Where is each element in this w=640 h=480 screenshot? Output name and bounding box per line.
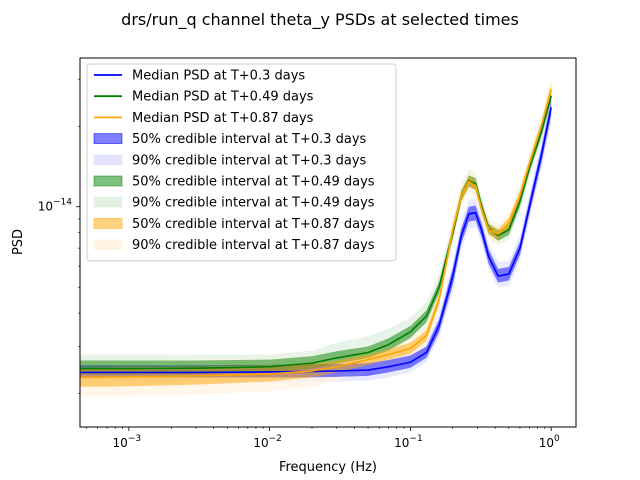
legend-patch-swatch (93, 133, 123, 145)
legend-label: 90% credible interval at T+0.3 days (132, 153, 367, 168)
legend-label: 50% credible interval at T+0.87 days (132, 217, 375, 232)
legend-label: 50% credible interval at T+0.3 days (132, 132, 367, 147)
x-tick-label: 10−1 (394, 434, 423, 450)
x-axis-label: Frequency (Hz) (279, 460, 377, 475)
x-tick-label: 10−3 (113, 434, 142, 450)
ci50-band-series-1 (80, 90, 552, 375)
median-line-series-2 (80, 89, 552, 379)
y-axis-label: PSD (11, 229, 26, 255)
x-tick-label: 100 (539, 434, 560, 450)
legend-patch-swatch (93, 239, 123, 251)
legend-label: 50% credible interval at T+0.49 days (132, 175, 375, 190)
legend-box (86, 63, 397, 262)
plot-frame (79, 57, 577, 428)
legend-patch-swatch (93, 217, 123, 229)
x-tick-label: 10−2 (253, 434, 282, 450)
legend-label: Median PSD at T+0.49 days (132, 90, 314, 105)
y-tick-label: 10−14 (38, 198, 73, 214)
legend-patch-swatch (93, 154, 123, 166)
legend-patch-swatch (93, 175, 123, 187)
legend-label: 90% credible interval at T+0.49 days (132, 196, 375, 211)
legend-label: 90% credible interval at T+0.87 days (132, 238, 375, 253)
ci50-band-series-2 (80, 83, 552, 387)
chart-title: drs/run_q channel theta_y PSDs at select… (121, 10, 519, 30)
legend: Median PSD at T+0.3 days Median PSD at T+… (86, 63, 397, 262)
legend-label: Median PSD at T+0.87 days (132, 111, 314, 126)
legend-label: Median PSD at T+0.3 days (132, 69, 305, 84)
legend-patch-swatch (93, 196, 123, 208)
